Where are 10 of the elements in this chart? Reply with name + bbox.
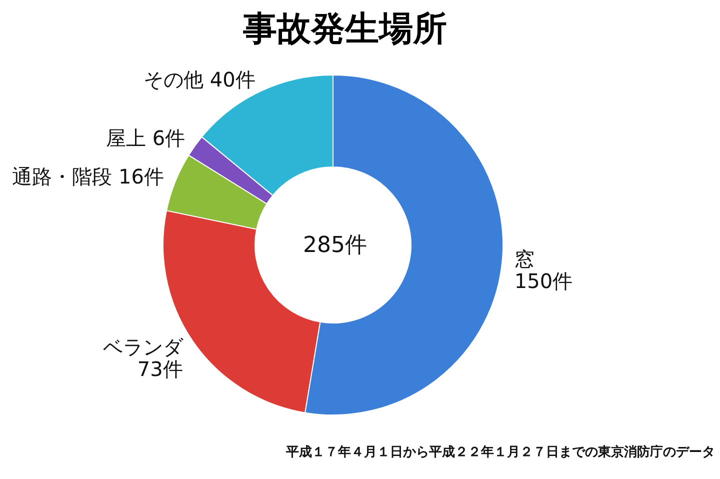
text: 285件: [303, 233, 367, 258]
chart-title: 事故発生場所: [242, 9, 447, 49]
slice-label: その他 40件: [144, 67, 256, 92]
slice-label: 窓: [514, 247, 534, 272]
slice-label: 屋上 6件: [106, 126, 186, 150]
data-label: 73件: [137, 356, 183, 381]
slice-label: 通路・階段 16件: [12, 164, 164, 188]
slice-label: ベランダ: [102, 334, 184, 359]
data-label: 150件: [514, 269, 573, 294]
text: 平成１７年４月１日から平成２２年１月２７日までの東京消防庁のデータ: [285, 444, 715, 460]
